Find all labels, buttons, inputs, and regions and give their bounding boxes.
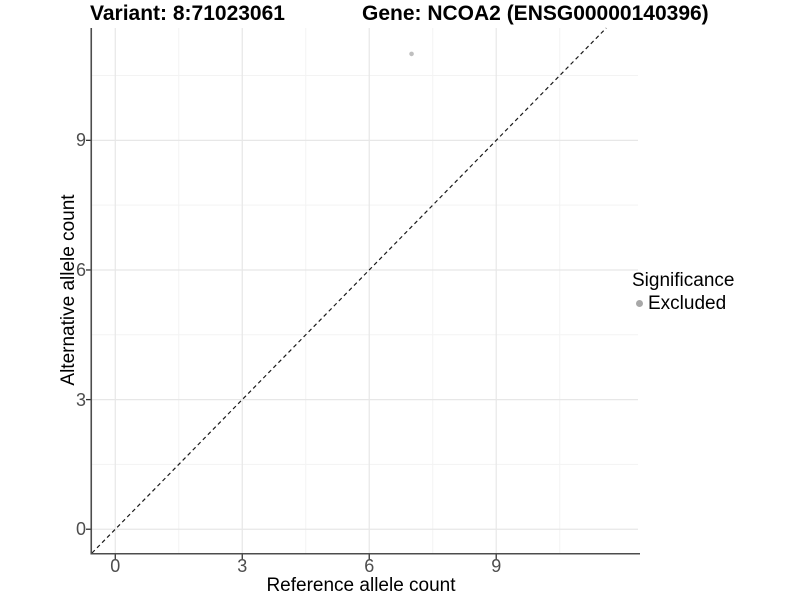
x-tick-label: 0 [110, 556, 121, 576]
legend: Significance Excluded [632, 270, 734, 314]
legend-item-excluded: Excluded [636, 293, 734, 314]
y-tick-label: 6 [75, 259, 86, 280]
plot-title-gene: Gene: NCOA2 (ENSG00000140396) [362, 2, 709, 25]
plot-title-variant: Variant: 8:71023061 [90, 2, 285, 25]
data-point [409, 51, 414, 57]
x-tick-label: 3 [237, 556, 248, 576]
y-tick-label: 0 [75, 519, 86, 540]
x-axis-label: Reference allele count [266, 575, 456, 596]
legend-item-label: Excluded [648, 293, 727, 314]
y-axis-label: Alternative allele count [58, 194, 79, 386]
x-tick-label: 9 [491, 556, 502, 576]
identity-line [91, 27, 607, 554]
x-tick-label: 6 [364, 556, 375, 576]
legend-title: Significance [632, 270, 735, 291]
y-tick-label: 9 [75, 130, 86, 151]
y-tick-label: 3 [75, 389, 86, 410]
legend-key-dot [636, 300, 643, 307]
